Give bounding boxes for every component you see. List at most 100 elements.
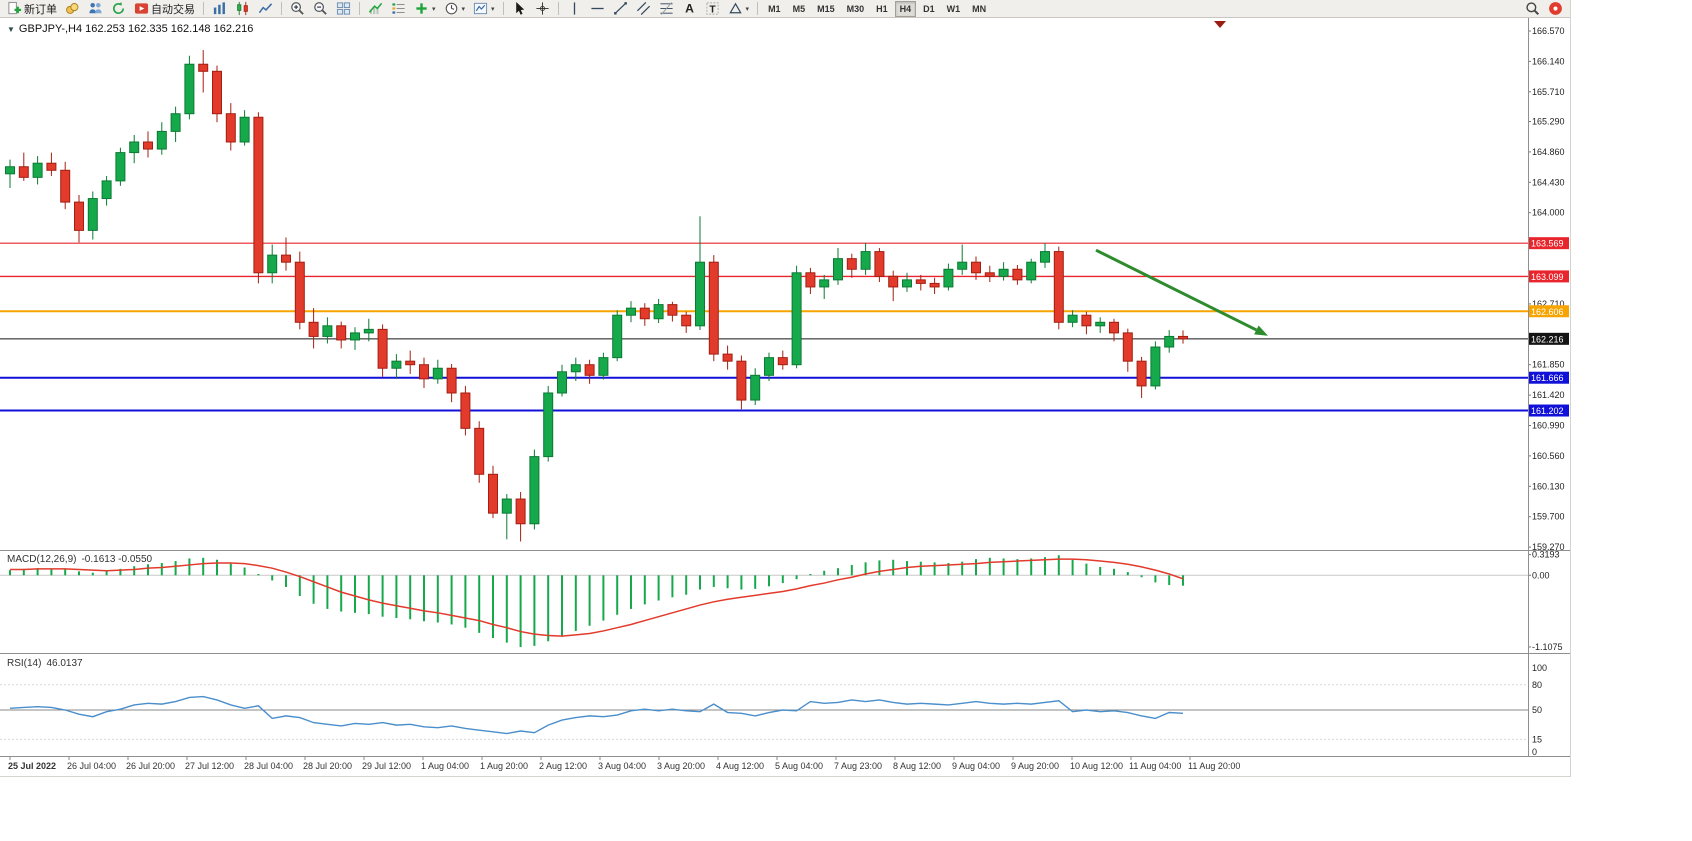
trendline-icon: [613, 1, 628, 16]
chart-collapse-icon[interactable]: ▼: [7, 25, 15, 34]
svg-text:164.860: 164.860: [1532, 147, 1565, 157]
svg-text:8 Aug 12:00: 8 Aug 12:00: [893, 761, 941, 771]
svg-text:1 Aug 04:00: 1 Aug 04:00: [421, 761, 469, 771]
svg-text:161.420: 161.420: [1532, 390, 1565, 400]
svg-text:3 Aug 20:00: 3 Aug 20:00: [657, 761, 705, 771]
horizontal-line-tool-button[interactable]: [587, 0, 608, 18]
doc-plus-icon: [7, 1, 22, 16]
svg-text:166.140: 166.140: [1532, 56, 1565, 66]
svg-text:7 Aug 23:00: 7 Aug 23:00: [834, 761, 882, 771]
rsi-pane-label: RSI(14) 46.0137: [7, 658, 88, 669]
chart-canvas[interactable]: 166.570 166.140 165.710 165.290 164.860 164.4…: [0, 0, 1570, 776]
candles-icon: [235, 1, 250, 16]
dropdown-arrow-icon: ▾: [491, 5, 495, 13]
dropdown-arrow-icon: ▾: [461, 5, 466, 13]
dropdown-arrow-icon: ▾: [432, 5, 436, 13]
indicators-button[interactable]: [365, 0, 386, 18]
fibonacci-tool-button[interactable]: [656, 0, 677, 18]
svg-text:11 Aug 20:00: 11 Aug 20:00: [1188, 761, 1240, 771]
svg-text:A: A: [685, 2, 694, 16]
notifications-badge[interactable]: [1545, 0, 1566, 18]
rsi-indicator-name: RSI(14): [7, 658, 42, 669]
price-badge-161.202: [1529, 404, 1569, 417]
clock-icon: [444, 1, 459, 16]
tile-windows-button[interactable]: [333, 0, 354, 18]
autotrading-button[interactable]: 自动交易: [131, 0, 198, 18]
zoom-out-icon: [313, 1, 328, 16]
line-chart-mode-button[interactable]: [255, 0, 276, 18]
svg-text:9 Aug 04:00: 9 Aug 04:00: [952, 761, 1000, 771]
crosshair-tool-button[interactable]: [532, 0, 553, 18]
timeframe-mn-button[interactable]: MN: [972, 3, 987, 14]
vertical-line-tool-button[interactable]: [564, 0, 585, 18]
candlestick-mode-button[interactable]: [232, 0, 253, 18]
toolbar-separator: [557, 2, 559, 15]
bar-chart-mode-button[interactable]: [209, 0, 230, 18]
svg-text:165.290: 165.290: [1532, 116, 1565, 126]
autotrading-button-label: 自动交易: [151, 3, 195, 16]
svg-text:3 Aug 04:00: 3 Aug 04:00: [598, 761, 646, 771]
svg-text:159.700: 159.700: [1532, 512, 1565, 522]
timeframe-m30-button[interactable]: M30: [846, 3, 865, 14]
rsi-indicator-value: 46.0137: [46, 658, 83, 669]
zoom-in-button[interactable]: [287, 0, 308, 18]
svg-text:100: 100: [1532, 663, 1547, 673]
periods-button[interactable]: ▾: [441, 0, 469, 18]
svg-text:0.3193: 0.3193: [1532, 550, 1560, 560]
new-order-button[interactable]: 新订单: [4, 0, 60, 18]
hline-icon: [590, 1, 605, 16]
timeframe-h1-button[interactable]: H1: [876, 3, 888, 14]
timeframe-m15-button[interactable]: M15: [817, 3, 835, 14]
cursor-tool-button[interactable]: [509, 0, 530, 18]
chart-shift-marker: [1214, 21, 1226, 28]
templates-button[interactable]: ▾: [470, 0, 498, 18]
svg-text:1 Aug 20:00: 1 Aug 20:00: [480, 761, 528, 771]
svg-text:0: 0: [1532, 747, 1537, 757]
timeframe-m1-button[interactable]: M1: [768, 3, 781, 14]
svg-text:-1.1075: -1.1075: [1532, 642, 1563, 652]
text-a-icon: A: [682, 1, 697, 16]
svg-text:163.099: 163.099: [1531, 272, 1564, 282]
price-badge-163.569: [1529, 237, 1569, 250]
accounts-button[interactable]: [85, 0, 106, 18]
tiles-icon: [336, 1, 351, 16]
price-badge-162.606: [1529, 305, 1569, 318]
refresh-button[interactable]: [108, 0, 129, 18]
channel-tool-button[interactable]: [633, 0, 654, 18]
vline-icon: [567, 1, 582, 16]
svg-text:160.990: 160.990: [1532, 421, 1565, 431]
timeframe-d1-button[interactable]: D1: [923, 3, 935, 14]
timeframe-w1-button[interactable]: W1: [946, 3, 961, 14]
chart-title-text: GBPJPY-,H4 162.253 162.335 162.148 162.2…: [18, 23, 254, 35]
add-indicator-button[interactable]: ▾: [411, 0, 439, 18]
toolbar-separator: [203, 2, 204, 15]
indicator-list-icon: [391, 1, 406, 16]
linechart-icon: [258, 1, 273, 16]
rsi-line: [9, 695, 1184, 735]
price-badge-162.216: [1529, 332, 1569, 345]
timeframe-m5-button[interactable]: M5: [792, 3, 806, 14]
macd-pane-label: MACD(12,26,9) -0.1613 -0.0550: [7, 554, 157, 565]
svg-text:4 Aug 12:00: 4 Aug 12:00: [716, 761, 764, 771]
crosshair-icon: [535, 1, 550, 16]
search-button[interactable]: [1522, 0, 1543, 18]
text-tool-button[interactable]: A: [679, 0, 700, 18]
svg-text:166.570: 166.570: [1532, 26, 1565, 36]
zoom-out-button[interactable]: [310, 0, 331, 18]
shapes-tool-button[interactable]: ▾: [725, 0, 753, 18]
svg-text:26 Jul 20:00: 26 Jul 20:00: [126, 761, 175, 771]
svg-text:5 Aug 04:00: 5 Aug 04:00: [775, 761, 823, 771]
svg-text:161.666: 161.666: [1531, 373, 1564, 383]
macd-indicator-values: -0.1613 -0.0550: [81, 554, 153, 565]
label-tool-button[interactable]: T: [702, 0, 723, 18]
trendline-tool-button[interactable]: [610, 0, 631, 18]
fibo-icon: [659, 1, 674, 16]
svg-text:160.130: 160.130: [1532, 481, 1565, 491]
svg-text:29 Jul 12:00: 29 Jul 12:00: [362, 761, 411, 771]
indicator-list-button[interactable]: [388, 0, 409, 18]
toolbar: 新订单 自动交易 ▾ ▾ ▾ A T ▾ M1 M5 M15 M30 H1 H4 D1 W1 MN: [0, 0, 1570, 18]
timeframe-h4-button[interactable]: H4: [894, 0, 917, 17]
market-watch-button[interactable]: [62, 0, 83, 18]
svg-text:164.000: 164.000: [1532, 208, 1565, 218]
svg-text:11 Aug 04:00: 11 Aug 04:00: [1129, 761, 1181, 771]
